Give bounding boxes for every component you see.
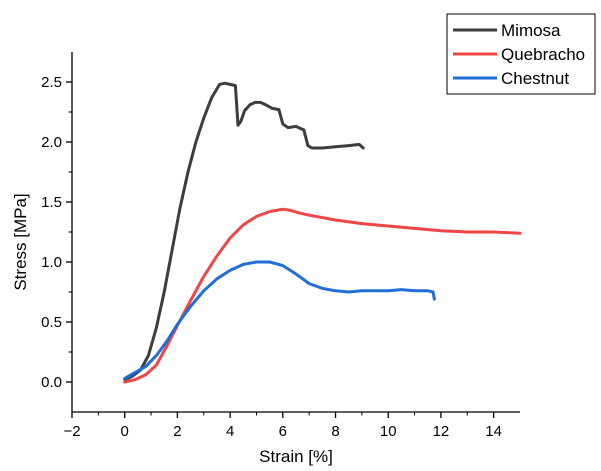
x-tick-label: 4 xyxy=(226,423,234,440)
series-line-quebracho xyxy=(123,207,522,384)
series-line-chestnut xyxy=(123,260,436,380)
x-tick-label: −2 xyxy=(63,423,80,440)
y-tick-label: 2.0 xyxy=(41,134,62,151)
legend-label-quebracho: Quebracho xyxy=(501,45,585,64)
legend-label-chestnut: Chestnut xyxy=(501,69,569,88)
y-tick-label: 0.5 xyxy=(41,314,62,331)
y-tick-label: 2.5 xyxy=(41,74,62,91)
x-tick-label: 8 xyxy=(331,423,339,440)
x-tick-label: 12 xyxy=(433,423,450,440)
x-tick-label: 6 xyxy=(279,423,287,440)
y-axis-title: Stress [MPa] xyxy=(11,193,30,290)
x-tick-label: 2 xyxy=(173,423,181,440)
x-tick-label: 14 xyxy=(485,423,502,440)
x-axis-title: Strain [%] xyxy=(259,447,333,466)
y-tick-label: 1.5 xyxy=(41,194,62,211)
y-axis-ticks: 0.0 0.5 1.0 1.5 2.0 2.5 xyxy=(41,74,72,391)
series-line-mimosa xyxy=(123,81,365,382)
series-layer xyxy=(123,81,522,384)
y-tick-label: 1.0 xyxy=(41,254,62,271)
x-tick-label: 10 xyxy=(380,423,397,440)
legend: Mimosa Quebracho Chestnut xyxy=(446,13,596,95)
y-tick-label: 0.0 xyxy=(41,374,62,391)
legend-label-mimosa: Mimosa xyxy=(501,21,561,40)
legend-items: Mimosa Quebracho Chestnut xyxy=(453,21,585,88)
x-tick-label: 0 xyxy=(121,423,129,440)
axes: −2 0 2 4 6 8 10 12 14 0.0 0.5 1.0 1.5 2.0 2.5 Strain … xyxy=(11,52,520,466)
x-axis-ticks: −2 0 2 4 6 8 10 12 14 xyxy=(63,412,502,440)
